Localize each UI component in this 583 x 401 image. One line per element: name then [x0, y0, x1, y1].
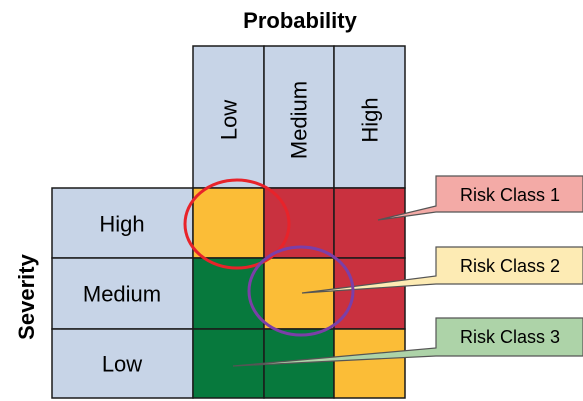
- severity-header-high: [51, 187, 194, 259]
- severity-header: High Medium Low: [51, 187, 194, 399]
- probability-header: Low Medium High: [192, 45, 406, 189]
- severity-label-low: Low: [102, 352, 142, 377]
- matrix-cell-medium-medium: [263, 257, 335, 330]
- risk-class-1-label: Risk Class 1: [460, 185, 560, 205]
- highlight-circle-red: [183, 178, 291, 270]
- matrix-cell-medium-low: [192, 257, 265, 330]
- risk-class-2-callout: Risk Class 2: [301, 246, 583, 294]
- severity-label-high: High: [99, 212, 144, 237]
- risk-class-1-callout: Risk Class 1: [377, 175, 583, 221]
- risk-class-2-label: Risk Class 2: [460, 256, 560, 276]
- probability-header-low: [192, 45, 265, 189]
- severity-label-medium: Medium: [83, 282, 161, 307]
- matrix-cell-high-high: [333, 187, 406, 259]
- probability-title: Probability: [243, 8, 357, 33]
- severity-header-low: [51, 328, 194, 399]
- severity-title: Severity: [14, 253, 39, 339]
- probability-header-medium: [263, 45, 335, 189]
- risk-class-3-label: Risk Class 3: [460, 327, 560, 347]
- probability-label-low: Low: [217, 100, 242, 140]
- highlight-circle-purple: [247, 245, 355, 337]
- risk-matrix-grid: [192, 187, 406, 399]
- matrix-cell-low-high: [333, 328, 406, 399]
- probability-label-high: High: [358, 97, 383, 142]
- risk-class-3-callout: Risk Class 3: [232, 317, 583, 367]
- matrix-cell-high-low: [192, 187, 265, 259]
- probability-header-high: [333, 45, 406, 189]
- matrix-cell-low-low: [192, 328, 265, 399]
- probability-label-medium: Medium: [287, 81, 312, 159]
